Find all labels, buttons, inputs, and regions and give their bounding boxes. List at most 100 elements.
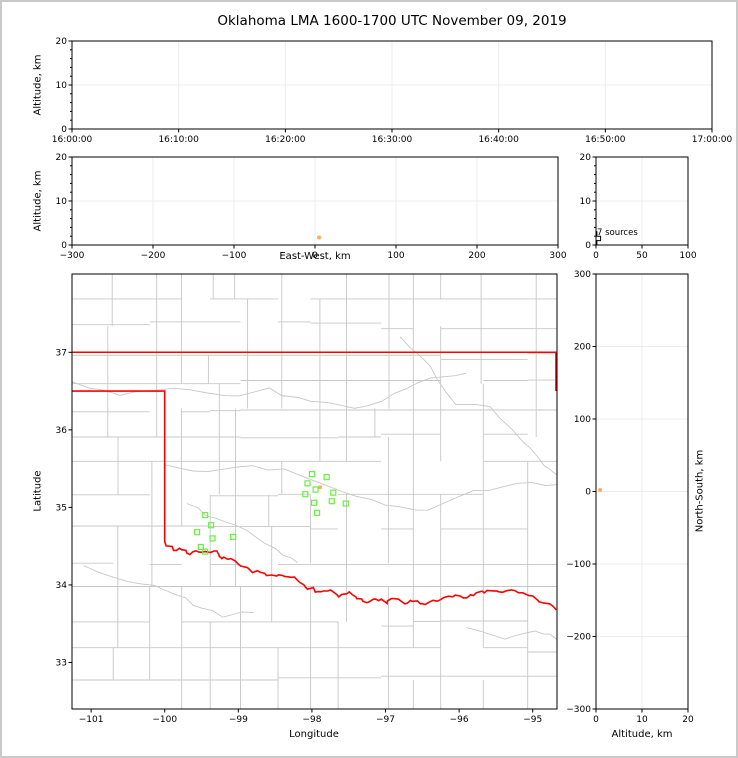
lma-station-marker [209, 535, 216, 542]
sources-count-label: 7 sources [597, 228, 638, 238]
gridlines [596, 274, 688, 709]
lma-station-marker [312, 486, 319, 493]
source-markers [598, 488, 603, 493]
gridlines [72, 157, 558, 245]
lma-station-marker [197, 543, 204, 551]
svg-text:−100: −100 [566, 560, 591, 570]
svg-text:−100: −100 [222, 251, 247, 261]
lma-station-marker [323, 474, 330, 481]
lma-station-marker [302, 491, 309, 498]
svg-text:0: 0 [312, 251, 318, 261]
altitude-histogram-line [596, 231, 602, 246]
ew-panel-y-axis-label: Altitude, km [32, 170, 44, 232]
time-panel-y-axis-label: Altitude, km [32, 54, 44, 116]
lma-station-marker [202, 512, 209, 519]
svg-text:−101: −101 [79, 715, 104, 725]
svg-text:200: 200 [468, 251, 485, 261]
svg-text:20: 20 [682, 715, 694, 725]
figure-title: Oklahoma LMA 1600-1700 UTC November 09, … [217, 13, 567, 29]
source-markers [317, 235, 322, 240]
axis-ticks [68, 40, 713, 133]
svg-text:200: 200 [574, 343, 591, 353]
svg-text:16:30:00: 16:30:00 [372, 135, 413, 145]
svg-text:0: 0 [61, 241, 67, 251]
lma-station-marker [207, 522, 215, 529]
axis-ticks [592, 156, 689, 249]
svg-text:33: 33 [56, 658, 67, 668]
ns-panel-y-axis-label: North-South, km [694, 449, 706, 533]
svg-text:0: 0 [585, 488, 591, 498]
svg-text:10: 10 [636, 715, 648, 725]
state-border [72, 351, 557, 611]
svg-text:10: 10 [56, 197, 68, 207]
axis-ticks [68, 156, 559, 249]
svg-text:−99: −99 [229, 715, 248, 725]
station-markers [194, 470, 349, 555]
map-panel: −101 −100 −99 −98 −97 −96 −95 33 34 35 36 37 [56, 273, 558, 725]
ns-panel-x-axis-label: Altitude, km [611, 729, 673, 740]
lma-station-marker [304, 480, 311, 487]
gridlines [596, 157, 688, 245]
svg-text:−95: −95 [523, 715, 542, 725]
svg-text:0: 0 [61, 125, 67, 135]
time_height-panel: 16:00:00 16:10:00 16:20:00 16:30:00 16:40:00… [52, 37, 733, 145]
svg-text:0: 0 [585, 241, 591, 251]
svg-text:20: 20 [56, 153, 68, 163]
svg-text:16:20:00: 16:20:00 [265, 135, 306, 145]
svg-text:100: 100 [574, 415, 591, 425]
svg-text:0: 0 [593, 715, 599, 725]
ns_height-panel: 0 10 20 300 200 100 0 −100 −200 −300 [566, 270, 694, 725]
svg-text:0: 0 [593, 251, 599, 261]
svg-text:100: 100 [679, 251, 696, 261]
vhf-source-dot [598, 488, 603, 493]
source-markers [318, 485, 323, 490]
svg-text:−97: −97 [376, 715, 395, 725]
svg-text:−200: −200 [141, 251, 166, 261]
svg-text:300: 300 [574, 270, 591, 280]
svg-text:16:40:00: 16:40:00 [478, 135, 519, 145]
svg-text:37: 37 [56, 348, 67, 358]
svg-text:−300: −300 [60, 251, 85, 261]
lma-station-marker [194, 529, 201, 536]
lma-station-marker [230, 533, 237, 540]
vhf-source-dot [317, 235, 322, 240]
svg-text:−100: −100 [152, 715, 177, 725]
svg-text:20: 20 [580, 153, 592, 163]
svg-text:−300: −300 [566, 705, 591, 715]
axis-ticks [592, 273, 689, 713]
county-lines [72, 274, 557, 709]
axis-ticks [68, 351, 534, 713]
svg-text:34: 34 [56, 581, 68, 591]
gridlines [72, 41, 712, 129]
svg-text:16:10:00: 16:10:00 [158, 135, 199, 145]
svg-text:−200: −200 [566, 633, 591, 643]
tick-labels: −300 −200 −100 0 100 200 300 0 10 20 [56, 153, 567, 261]
svg-text:20: 20 [56, 37, 68, 47]
svg-text:35: 35 [56, 503, 67, 513]
map-y-axis-label: Latitude [32, 470, 44, 512]
svg-text:−96: −96 [450, 715, 469, 725]
svg-text:16:50:00: 16:50:00 [585, 135, 626, 145]
ew-panel-x-axis-label: East-West, km [279, 251, 351, 262]
lma-station-marker [308, 470, 316, 478]
panel-spines [71, 273, 558, 710]
svg-text:50: 50 [636, 251, 648, 261]
tick-labels: 16:00:00 16:10:00 16:20:00 16:30:00 16:40:00… [52, 37, 733, 145]
tick-labels: 0 50 100 0 10 20 [580, 153, 697, 261]
svg-text:17:00:00: 17:00:00 [692, 135, 733, 145]
lma-station-marker [202, 548, 209, 555]
tick-labels: 0 10 20 300 200 100 0 −100 −200 −300 [566, 270, 694, 725]
map-content [72, 274, 557, 709]
svg-text:10: 10 [580, 197, 592, 207]
svg-text:−98: −98 [302, 715, 321, 725]
svg-text:36: 36 [56, 426, 68, 436]
alt_histogram-panel: 0 50 100 0 10 20 [580, 153, 697, 261]
svg-text:100: 100 [387, 251, 404, 261]
svg-text:300: 300 [549, 251, 566, 261]
map-x-axis-label: Longitude [289, 729, 339, 740]
svg-text:10: 10 [56, 81, 68, 91]
ew_height-panel: −300 −200 −100 0 100 200 300 0 10 20 [56, 153, 567, 261]
lma-station-marker [342, 500, 349, 507]
